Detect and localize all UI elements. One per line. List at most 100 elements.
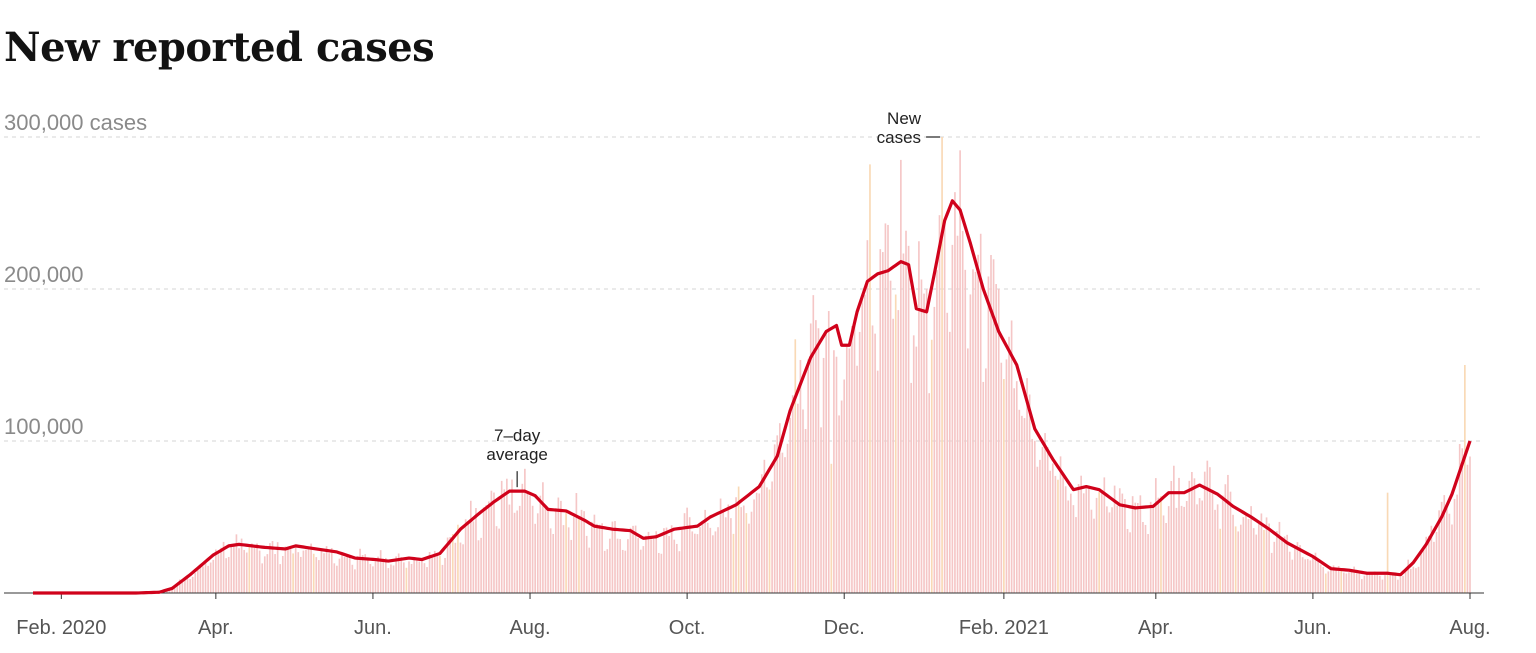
daily-case-bar: [405, 567, 408, 593]
daily-case-bar: [959, 150, 961, 593]
daily-case-bar: [1041, 446, 1044, 593]
daily-case-bar: [1165, 523, 1167, 593]
daily-case-bar: [1278, 521, 1281, 593]
daily-case-bar: [305, 549, 307, 593]
daily-case-bar: [464, 519, 467, 593]
daily-case-bar: [1201, 500, 1203, 593]
daily-case-bar: [1070, 493, 1072, 593]
daily-case-bar: [918, 241, 920, 593]
daily-case-bar: [508, 504, 511, 593]
daily-case-bar: [575, 493, 578, 593]
daily-case-bar: [863, 294, 866, 593]
daily-case-bar: [281, 555, 284, 593]
daily-case-bar: [629, 527, 632, 593]
daily-case-bar: [518, 505, 521, 593]
daily-case-bar: [1306, 559, 1309, 593]
daily-case-bar: [1448, 513, 1451, 593]
daily-case-bar: [1283, 536, 1286, 593]
daily-case-bar: [547, 510, 549, 593]
daily-case-bar: [1144, 524, 1147, 593]
daily-case-bar: [266, 554, 269, 593]
daily-case-bar: [338, 558, 341, 593]
daily-case-bar: [1430, 525, 1433, 593]
daily-case-bar: [1438, 510, 1440, 593]
daily-case-bar: [941, 137, 943, 593]
daily-case-bar: [657, 552, 660, 593]
daily-case-bar: [1247, 519, 1250, 593]
daily-case-bar: [1281, 537, 1283, 593]
daily-case-bar: [495, 526, 498, 593]
daily-case-bar: [688, 517, 691, 593]
daily-case-bar: [740, 507, 743, 593]
daily-case-bar: [660, 553, 663, 593]
daily-case-bar: [384, 557, 387, 593]
daily-case-bar: [1154, 478, 1157, 593]
daily-case-bar: [1273, 541, 1276, 593]
daily-case-bar: [318, 560, 320, 593]
daily-case-bar: [1255, 534, 1258, 593]
daily-case-bar: [467, 521, 470, 593]
daily-case-bar: [1021, 415, 1023, 593]
daily-case-bar: [415, 558, 418, 593]
daily-case-bar: [887, 224, 889, 593]
daily-case-bar: [1080, 475, 1082, 593]
daily-case-bar: [325, 546, 328, 593]
daily-case-bar: [776, 435, 779, 593]
daily-case-bar: [462, 544, 464, 593]
daily-case-bar: [387, 568, 390, 593]
daily-case-bar: [853, 321, 856, 593]
daily-case-bar: [650, 539, 652, 593]
daily-case-bar: [1322, 567, 1325, 593]
daily-case-bar: [506, 478, 508, 593]
daily-case-bar: [1404, 570, 1407, 593]
daily-case-bar: [1005, 359, 1008, 593]
daily-case-bar: [511, 479, 513, 593]
daily-case-bar: [1111, 507, 1113, 593]
daily-case-bar: [598, 524, 601, 593]
daily-case-bar: [531, 505, 534, 593]
annotation-label: average: [486, 445, 547, 464]
daily-case-bar: [536, 513, 539, 593]
daily-case-bar: [1265, 517, 1268, 593]
daily-case-bar: [503, 489, 506, 593]
daily-case-bar: [171, 589, 173, 593]
daily-case-bar: [356, 556, 359, 593]
daily-case-bar: [426, 567, 428, 593]
daily-case-bar: [315, 557, 318, 593]
daily-case-bar: [292, 553, 294, 593]
daily-case-bar: [372, 566, 374, 593]
daily-case-bar: [227, 557, 230, 593]
daily-case-bar: [1324, 573, 1327, 593]
daily-case-bar: [243, 549, 245, 593]
daily-case-bar: [1088, 485, 1090, 593]
daily-case-bar: [552, 533, 555, 593]
daily-case-bar: [1093, 518, 1095, 593]
daily-case-bar: [699, 527, 701, 593]
daily-case-bar: [1386, 492, 1389, 593]
daily-case-bar: [1330, 566, 1332, 593]
daily-case-bar: [954, 192, 956, 593]
daily-case-bar: [591, 521, 593, 593]
daily-case-bar: [732, 533, 735, 593]
x-tick-label: Aug.: [1449, 617, 1490, 639]
daily-case-bar: [1082, 493, 1085, 593]
daily-case-bar: [1010, 320, 1013, 593]
daily-case-bar: [830, 463, 833, 593]
daily-case-bar: [905, 230, 907, 593]
daily-case-bar: [1209, 467, 1211, 593]
daily-case-bar: [603, 550, 606, 593]
daily-case-bar: [251, 543, 253, 593]
daily-case-bar: [1458, 444, 1461, 593]
daily-case-bar: [439, 555, 441, 593]
daily-case-bar: [1072, 505, 1075, 593]
daily-case-bar: [673, 539, 676, 593]
daily-case-bar: [346, 556, 349, 593]
daily-case-bar: [220, 547, 222, 593]
daily-case-bar: [817, 328, 820, 593]
daily-case-bar: [395, 556, 397, 593]
annotation-label: cases: [877, 128, 921, 147]
daily-case-bar: [302, 550, 305, 593]
daily-case-bar: [1384, 575, 1386, 593]
daily-case-bar: [637, 538, 640, 593]
daily-case-bar: [196, 566, 199, 593]
